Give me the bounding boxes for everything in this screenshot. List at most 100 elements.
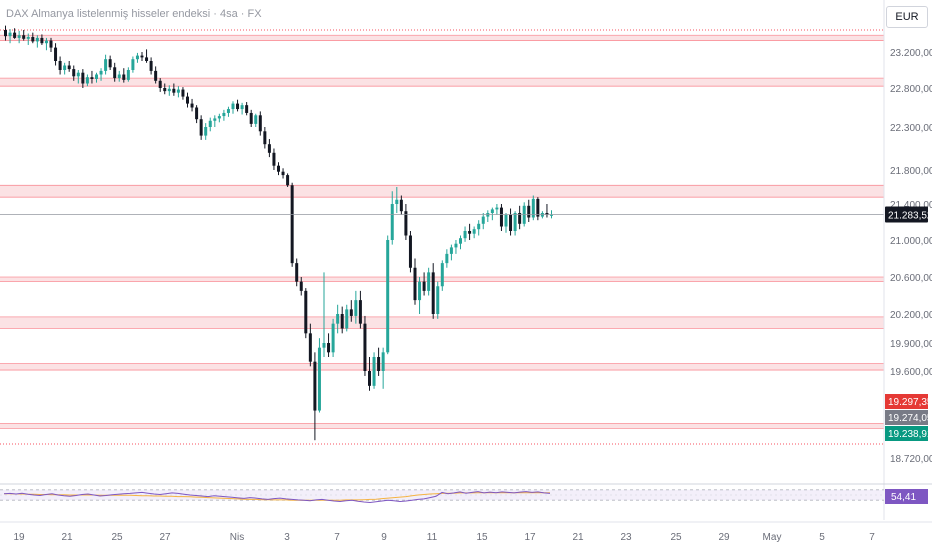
candle-body bbox=[145, 57, 149, 61]
candle-body bbox=[536, 198, 540, 217]
candle-body bbox=[436, 286, 440, 314]
candle-body bbox=[167, 88, 171, 92]
candle-body bbox=[135, 55, 139, 60]
candle-body bbox=[413, 267, 417, 301]
time-tick-label: 7 bbox=[334, 532, 340, 543]
candle-body bbox=[286, 175, 290, 186]
price-label-text: 19.274,05 bbox=[888, 413, 932, 424]
candle-body bbox=[509, 214, 513, 231]
rsi-value-text: 54,41 bbox=[891, 492, 916, 503]
candle-body bbox=[395, 199, 399, 204]
time-tick-label: 7 bbox=[869, 532, 875, 543]
candle-body bbox=[95, 74, 98, 79]
price-tick-label: 21.000,00 bbox=[890, 236, 932, 247]
price-label-text: 19.297,35 bbox=[888, 397, 932, 408]
price-tick-label: 22.800,00 bbox=[890, 84, 932, 95]
candle-body bbox=[245, 105, 249, 113]
candle-body bbox=[308, 333, 312, 362]
candle-body bbox=[322, 343, 326, 348]
candle-body bbox=[372, 357, 376, 386]
candle-body bbox=[336, 314, 340, 324]
candle-body bbox=[172, 88, 176, 93]
candle-body bbox=[299, 281, 303, 291]
price-tick-label: 23.200,00 bbox=[890, 48, 932, 59]
candle-body bbox=[490, 209, 494, 213]
candle-body bbox=[454, 243, 458, 248]
candle-body bbox=[263, 131, 267, 145]
currency-button[interactable]: EUR bbox=[886, 6, 928, 28]
candle-body bbox=[8, 32, 12, 37]
price-tick-label: 22.300,00 bbox=[890, 123, 932, 134]
time-tick-label: 27 bbox=[159, 532, 171, 543]
candle-body bbox=[545, 213, 549, 215]
candle-body bbox=[431, 272, 435, 314]
candle-body bbox=[195, 107, 199, 120]
candle-body bbox=[4, 30, 7, 37]
candle-body bbox=[181, 89, 185, 97]
candle-body bbox=[99, 70, 103, 75]
candle-body bbox=[231, 103, 235, 110]
candle-body bbox=[249, 112, 253, 124]
candle-body bbox=[154, 70, 158, 81]
candle-body bbox=[54, 47, 58, 61]
candle-body bbox=[217, 116, 221, 119]
price-tick-label: 19.600,00 bbox=[890, 367, 932, 378]
support-zone bbox=[0, 35, 884, 41]
candle-body bbox=[440, 263, 444, 287]
chart-title: DAX Almanya listelenmiş hisseler endeksi… bbox=[6, 8, 262, 20]
candle-body bbox=[327, 343, 331, 353]
candle-body bbox=[349, 309, 353, 316]
support-zone bbox=[0, 78, 884, 87]
rsi-value-badge bbox=[885, 489, 928, 504]
candle-body bbox=[76, 72, 80, 77]
time-tick-label: Nis bbox=[230, 532, 244, 543]
candle-body bbox=[358, 300, 362, 324]
candle-body bbox=[199, 119, 203, 136]
candle-body bbox=[49, 40, 53, 48]
time-tick-label: 23 bbox=[620, 532, 632, 543]
candle-body bbox=[381, 352, 385, 371]
price-tick-label: 18.720,00 bbox=[890, 454, 932, 465]
candle-body bbox=[277, 165, 280, 172]
candle-body bbox=[272, 152, 276, 166]
time-tick-label: 21 bbox=[61, 532, 73, 543]
support-zone bbox=[0, 423, 884, 429]
candle-body bbox=[386, 240, 390, 353]
candle-body bbox=[472, 229, 476, 234]
time-tick-label: 29 bbox=[718, 532, 730, 543]
candle-body bbox=[208, 120, 212, 127]
candle-body bbox=[281, 171, 285, 176]
candle-body bbox=[140, 55, 144, 58]
candle-body bbox=[149, 61, 153, 71]
candle-body bbox=[513, 213, 517, 231]
candle-body bbox=[422, 281, 426, 291]
candle-body bbox=[63, 65, 67, 70]
time-tick-label: 15 bbox=[476, 532, 488, 543]
price-label-badge bbox=[885, 426, 928, 441]
candle-body bbox=[377, 357, 381, 371]
candle-body bbox=[236, 103, 240, 110]
candle-body bbox=[204, 127, 208, 136]
candle-body bbox=[463, 231, 467, 239]
candle-body bbox=[418, 281, 422, 301]
candle-body bbox=[186, 96, 189, 104]
candle-body bbox=[176, 89, 180, 93]
time-tick-label: May bbox=[763, 532, 782, 543]
candle-body bbox=[190, 103, 194, 108]
last-price-text: 21.283,52 bbox=[888, 210, 932, 221]
candle-body bbox=[267, 144, 271, 153]
candle-body bbox=[368, 371, 371, 386]
candle-body bbox=[481, 216, 485, 224]
candle-body bbox=[445, 253, 449, 264]
candle-body bbox=[17, 35, 21, 38]
candle-body bbox=[468, 231, 472, 234]
support-zone bbox=[0, 363, 884, 371]
candle-body bbox=[254, 115, 258, 124]
price-tick-label: 21.800,00 bbox=[890, 166, 932, 177]
time-tick-label: 21 bbox=[572, 532, 584, 543]
candle-body bbox=[31, 37, 35, 42]
candle-body bbox=[67, 65, 71, 70]
time-tick-label: 25 bbox=[111, 532, 123, 543]
price-label-badge bbox=[885, 410, 928, 425]
